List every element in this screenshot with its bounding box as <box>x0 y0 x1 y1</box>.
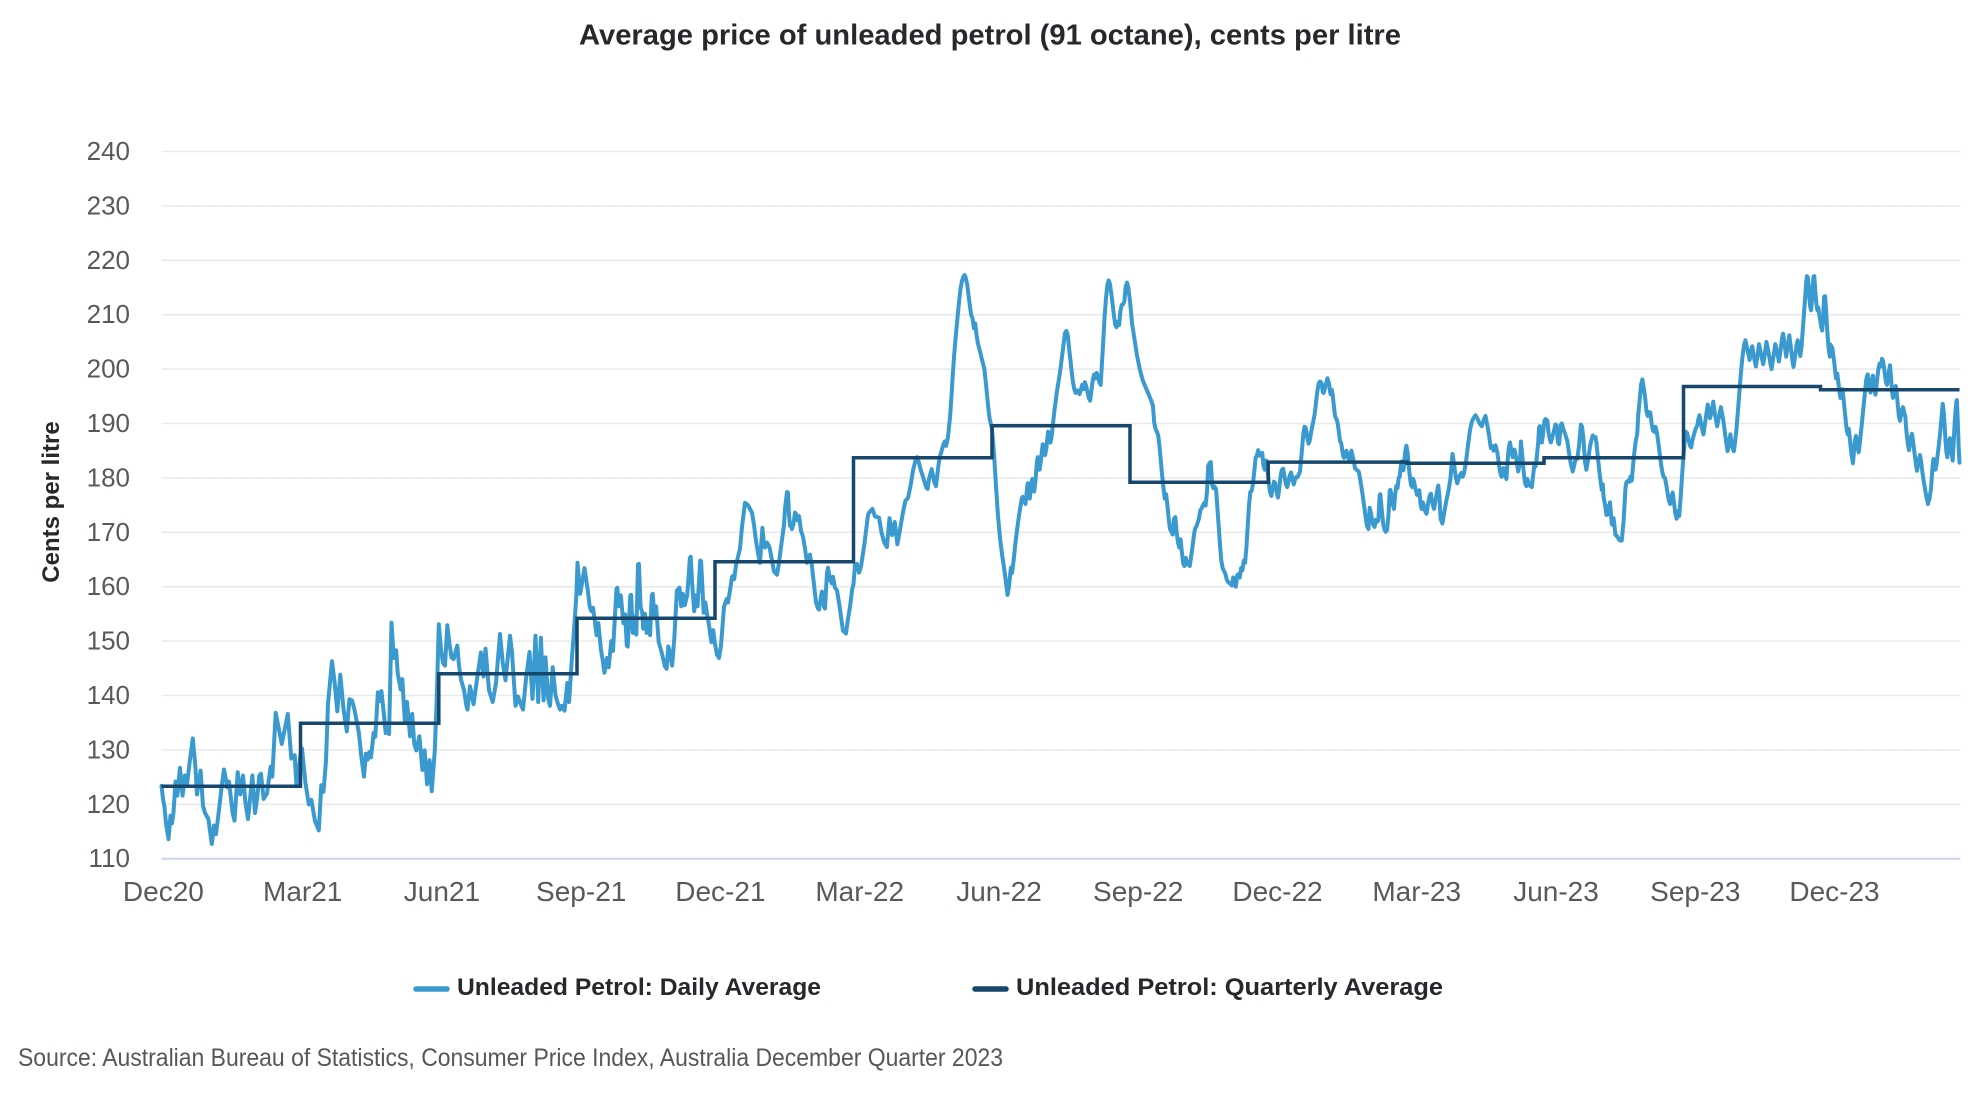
svg-text:200: 200 <box>87 354 130 384</box>
svg-text:210: 210 <box>87 299 130 329</box>
svg-text:180: 180 <box>87 462 130 492</box>
svg-text:Mar21: Mar21 <box>263 876 342 907</box>
svg-text:160: 160 <box>87 571 130 601</box>
svg-text:170: 170 <box>87 517 130 547</box>
svg-text:Dec-23: Dec-23 <box>1789 876 1879 907</box>
svg-text:Average price of unleaded petr: Average price of unleaded petrol (91 oct… <box>579 20 1401 52</box>
svg-text:Unleaded Petrol: Quarterly Ave: Unleaded Petrol: Quarterly Average <box>1016 974 1443 1001</box>
svg-text:140: 140 <box>87 680 130 710</box>
svg-text:220: 220 <box>87 245 130 275</box>
svg-text:Jun-22: Jun-22 <box>956 876 1042 907</box>
svg-text:Cents per litre: Cents per litre <box>38 421 65 582</box>
svg-text:110: 110 <box>89 843 130 873</box>
svg-text:Sep-22: Sep-22 <box>1093 876 1183 907</box>
svg-text:Mar-23: Mar-23 <box>1372 876 1461 907</box>
svg-text:Jun-23: Jun-23 <box>1513 876 1599 907</box>
svg-text:Dec20: Dec20 <box>123 876 204 907</box>
svg-text:Mar-22: Mar-22 <box>815 876 904 907</box>
svg-text:Source: Australian Bureau of S: Source: Australian Bureau of Statistics,… <box>18 1044 1003 1072</box>
svg-text:190: 190 <box>87 408 130 438</box>
svg-text:230: 230 <box>87 190 130 220</box>
svg-text:240: 240 <box>87 136 130 166</box>
svg-text:Unleaded Petrol: Daily Average: Unleaded Petrol: Daily Average <box>457 974 821 1001</box>
svg-text:Jun21: Jun21 <box>404 876 480 907</box>
svg-text:150: 150 <box>87 626 130 656</box>
svg-text:Dec-21: Dec-21 <box>675 876 765 907</box>
svg-text:Dec-22: Dec-22 <box>1232 876 1322 907</box>
svg-text:Sep-21: Sep-21 <box>536 876 626 907</box>
svg-text:Sep-23: Sep-23 <box>1650 876 1740 907</box>
svg-text:120: 120 <box>87 789 130 819</box>
svg-text:130: 130 <box>87 734 130 764</box>
